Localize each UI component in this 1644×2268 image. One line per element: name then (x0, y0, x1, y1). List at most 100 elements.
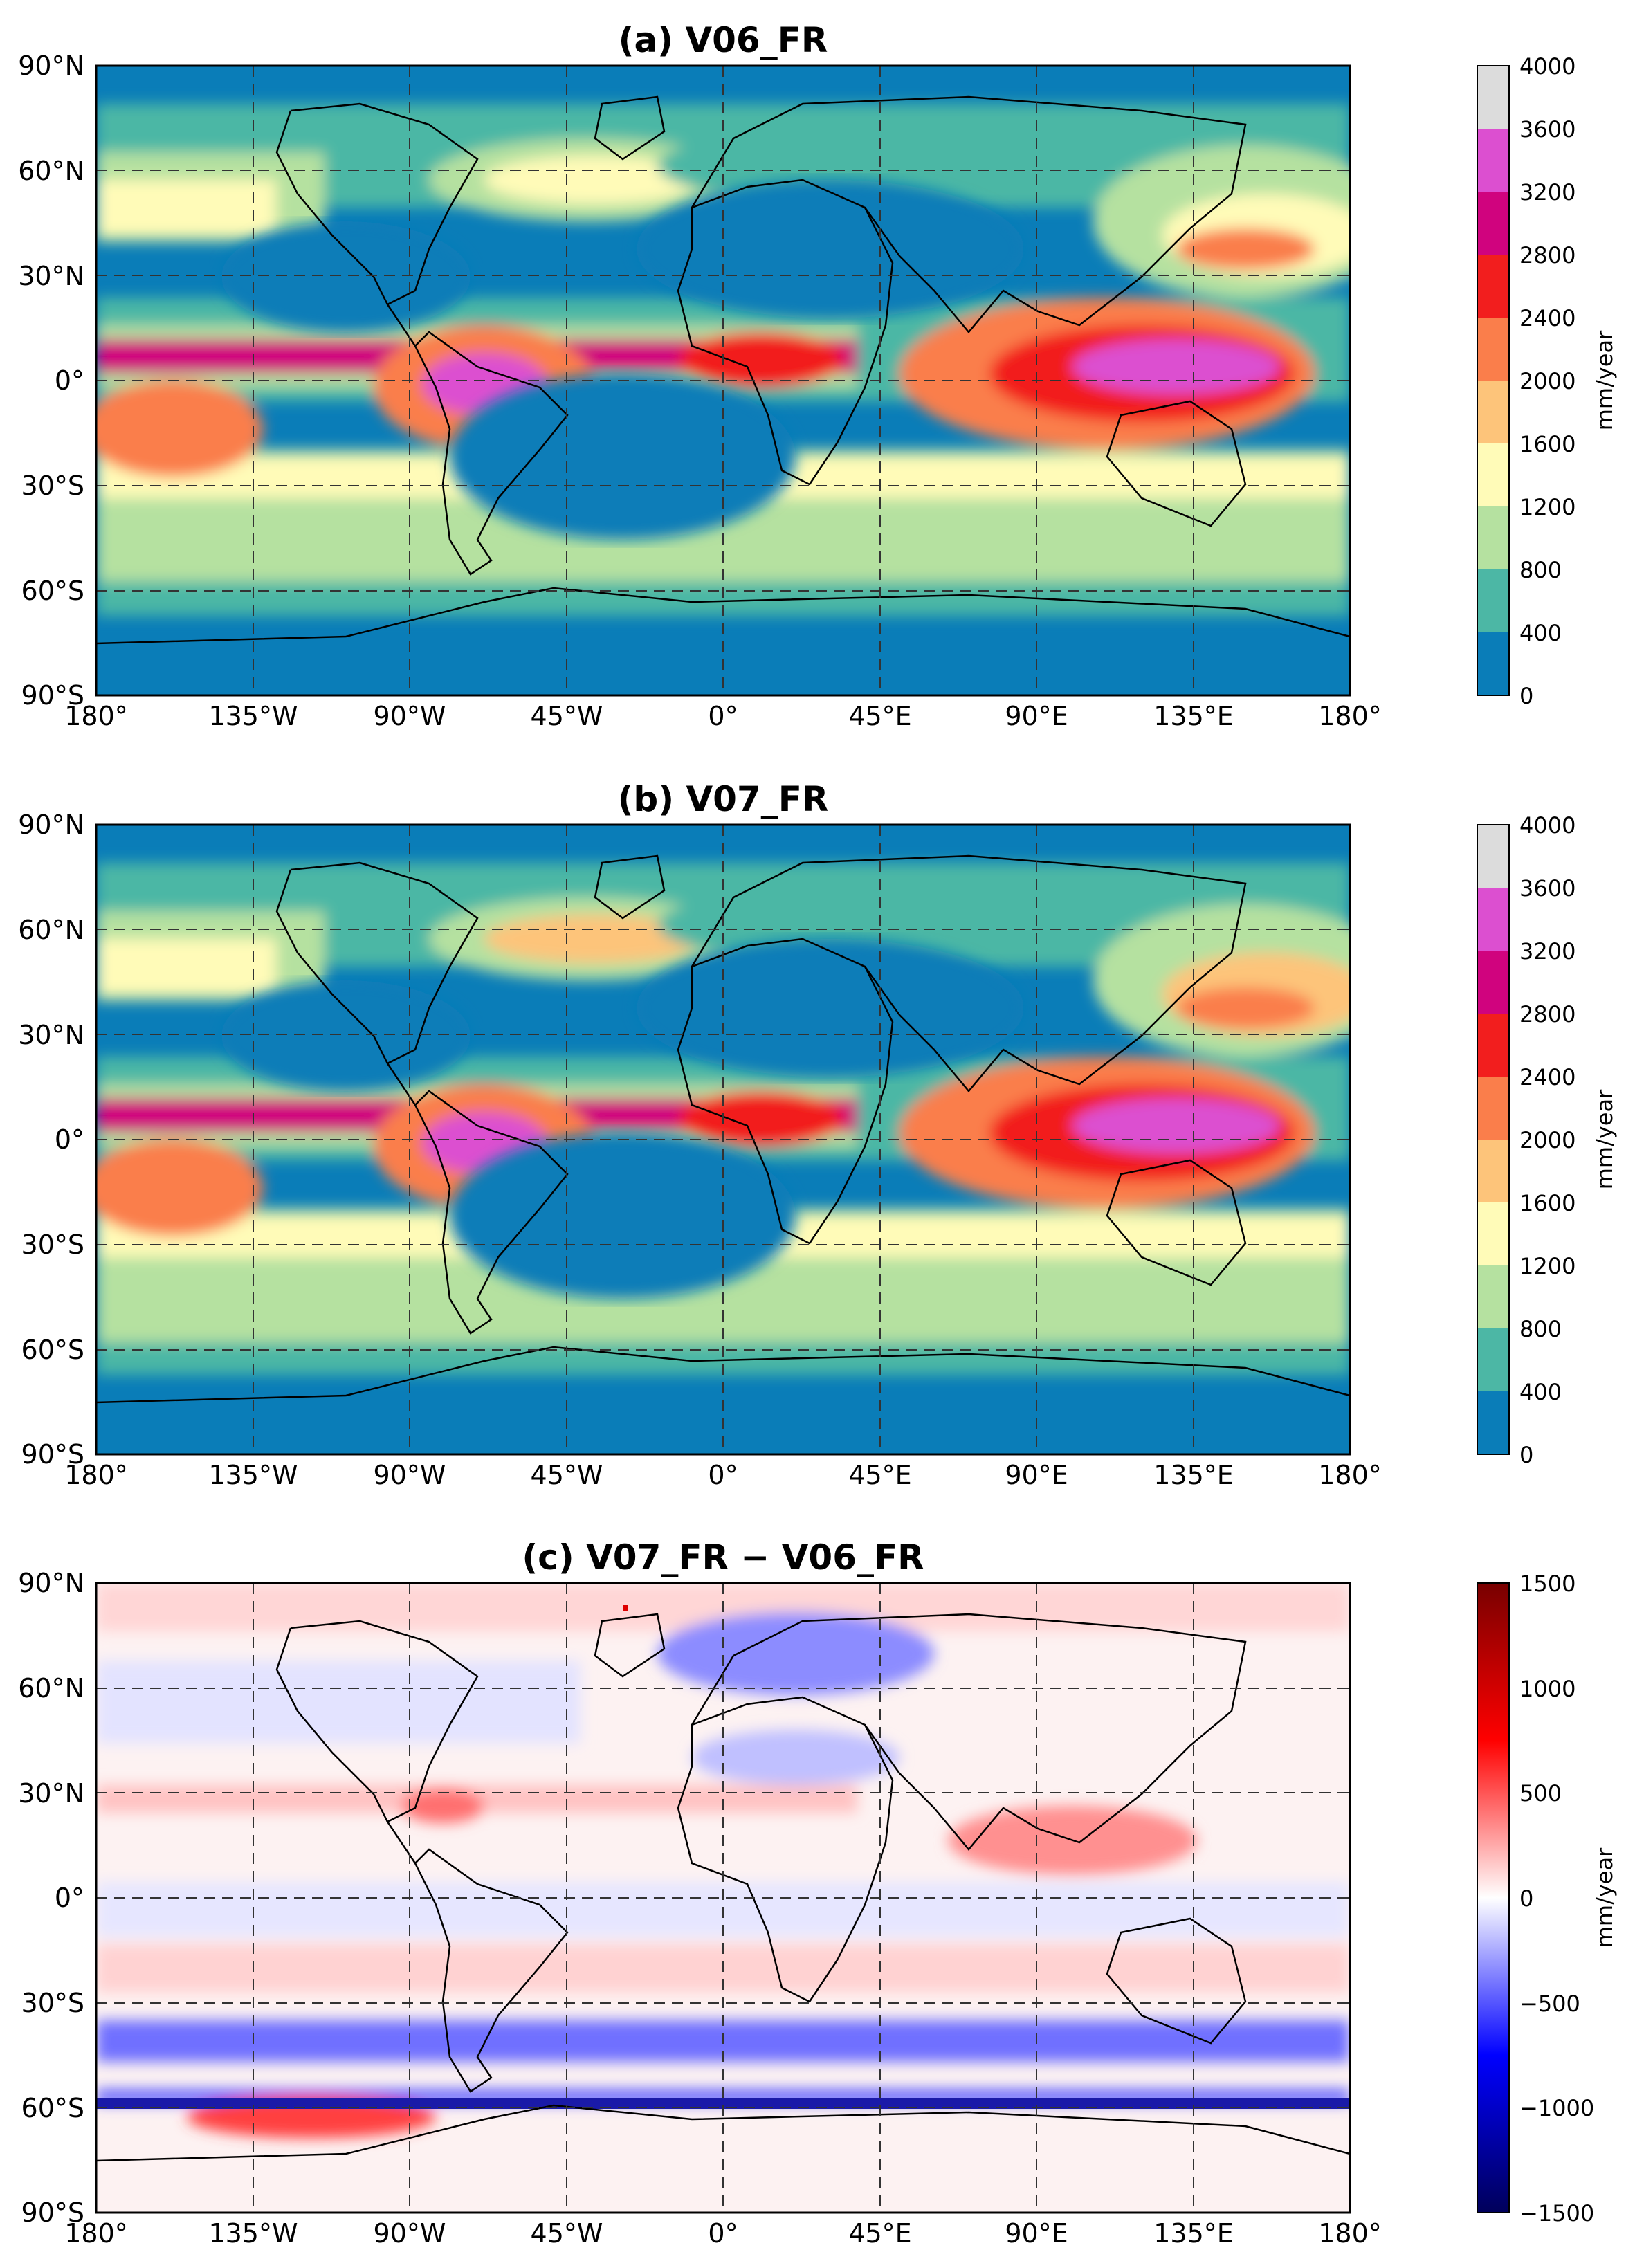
eurasia-coast (691, 95, 1247, 333)
colorbar-tick: 0 (1519, 683, 1533, 709)
colorbar-label: mm/year (1591, 330, 1618, 430)
panel-title: (a) V06_FR (619, 20, 828, 60)
latitude-labels: 90°N 60°N 30°N 0° 30°S 60°S 90°S (18, 1568, 84, 2228)
precip-map (96, 825, 1350, 1454)
lon-tick: 45°E (848, 701, 911, 731)
lon-tick: 45°W (531, 2218, 603, 2249)
lon-tick: 45°W (531, 701, 603, 731)
panel-b: (b) V07_FR (18, 779, 1618, 1490)
colorbar-swatch (1477, 255, 1509, 318)
colorbar-swatch (1477, 1014, 1509, 1077)
africa-coast (677, 938, 894, 1245)
colorbar-tick: −1500 (1519, 2200, 1594, 2226)
colorbar-tick: 0 (1519, 1442, 1533, 1468)
colorbar-tick: 800 (1519, 1316, 1562, 1342)
australia-coast (1106, 400, 1247, 527)
lat-tick: 90°S (21, 680, 84, 711)
lat-tick: 30°N (18, 261, 84, 291)
americas-coast (290, 102, 569, 576)
greenland-positive-spot (623, 1605, 628, 1611)
lat-tick: 60°S (21, 2093, 84, 2123)
lon-tick: 0° (708, 1460, 738, 1490)
lon-tick: 45°E (848, 1460, 911, 1490)
colorbar: 1500 1000 500 0 −500 −1000 −1500 mm/year (1477, 1571, 1618, 2226)
lon-tick: 135°W (208, 701, 298, 731)
colorbar-tick: 3600 (1519, 116, 1576, 143)
north-america-west-coast (275, 869, 389, 1064)
coastlines (96, 95, 1350, 645)
panel-title: (c) V07_FR − V06_FR (522, 1537, 924, 1577)
colorbar-tick: 3600 (1519, 875, 1576, 902)
lon-tick: 90°W (374, 2218, 446, 2249)
colorbar-tick: 2000 (1519, 1127, 1576, 1153)
lat-tick: 0° (55, 1124, 84, 1155)
greenland-coast (594, 854, 666, 920)
coastlines (96, 1613, 1350, 2162)
lat-tick: 0° (55, 365, 84, 396)
colorbar-swatch (1477, 632, 1509, 695)
lon-tick: 135°E (1153, 701, 1234, 731)
colorbar-frame (1477, 65, 1510, 696)
colorbar-swatch (1477, 888, 1509, 951)
antarctica-coast (96, 2104, 1350, 2162)
lon-tick: 90°E (1005, 2218, 1068, 2249)
colorbar-tick: 3200 (1519, 938, 1576, 964)
colorbar-swatch (1477, 443, 1509, 506)
eurasia-coast (691, 1613, 1247, 1851)
colorbar-swatch (1477, 318, 1509, 381)
colorbar-tick: 1500 (1519, 1571, 1576, 1597)
lon-tick: 45°W (531, 1460, 603, 1490)
north-america-west-coast (275, 110, 389, 305)
colorbar-swatch (1477, 1328, 1509, 1391)
lat-tick: 60°S (21, 1335, 84, 1365)
colorbar-tick: 400 (1519, 620, 1562, 646)
colorbar-tick: 2400 (1519, 305, 1576, 331)
colorbar-label: mm/year (1591, 1089, 1618, 1189)
lat-tick: 90°N (18, 810, 84, 840)
colorbar-swatch (1477, 825, 1509, 888)
panel-a: (a) V06_FR (18, 20, 1618, 731)
panel-c: (c) V07_FR − V06_FR (18, 1537, 1618, 2249)
gridlines (96, 66, 1350, 695)
lon-tick: 180° (1318, 701, 1382, 731)
colorbar-tick: 1000 (1519, 1676, 1576, 1702)
colorbar-tick: 1200 (1519, 494, 1576, 520)
longitude-labels: 180° 135°W 90°W 45°W 0° 45°E 90°E 135°E … (64, 1460, 1382, 1490)
antarctica-coast (96, 1346, 1350, 1404)
lon-tick: 180° (1318, 1460, 1382, 1490)
americas-coast (290, 1620, 569, 2093)
lat-tick: 0° (55, 1883, 84, 1913)
colorbar-swatch (1477, 1140, 1509, 1202)
americas-coast (290, 861, 569, 1335)
colorbar-tick: 500 (1519, 1780, 1562, 1807)
lat-tick: 30°S (21, 1229, 84, 1260)
latitude-labels: 90°N 60°N 30°N 0° 30°S 60°S 90°S (18, 51, 84, 711)
africa-coast (677, 179, 894, 486)
lon-tick: 180° (64, 701, 128, 731)
colorbar: 4000 3600 3200 2800 2400 2000 1600 1200 … (1477, 812, 1618, 1468)
colorbar-swatch (1477, 381, 1509, 443)
colorbar-tick: 1200 (1519, 1253, 1576, 1279)
lat-tick: 30°N (18, 1778, 84, 1809)
map-frame (95, 64, 1351, 697)
colorbar-swatch (1477, 192, 1509, 255)
australia-coast (1106, 1917, 1247, 2045)
map-frame (95, 1582, 1351, 2214)
lat-tick: 30°S (21, 1988, 84, 2018)
colorbar-swatch (1477, 1391, 1509, 1454)
colorbar-tick: 4000 (1519, 812, 1576, 839)
gridlines (96, 825, 1350, 1454)
lat-tick: 30°N (18, 1020, 84, 1050)
lat-tick: 90°N (18, 1568, 84, 1598)
lon-tick: 90°W (374, 701, 446, 731)
greenland-coast (594, 1613, 666, 1678)
panel-title: (b) V07_FR (618, 779, 829, 819)
greenland-coast (594, 95, 666, 161)
precip-field (96, 104, 1350, 616)
colorbar-label: mm/year (1591, 1847, 1618, 1948)
north-america-west-coast (275, 1627, 389, 1822)
lat-tick: 30°S (21, 470, 84, 501)
antarctica-coast (96, 587, 1350, 645)
colorbar-tick: −500 (1519, 1991, 1580, 2017)
